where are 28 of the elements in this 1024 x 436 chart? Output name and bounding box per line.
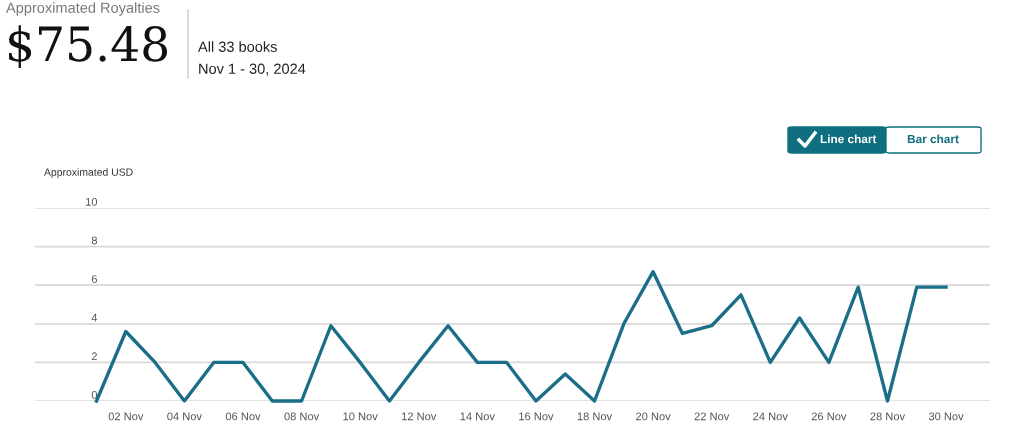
text: $75.48 <box>9 25 168 68</box>
text: Bar chart <box>907 134 959 144</box>
x-tick-label: 26 Nov <box>811 412 847 421</box>
x-tick-label: 10 Nov <box>343 412 378 421</box>
text: Line chart <box>820 134 877 144</box>
chart-title: Approximated Royalties <box>6 2 160 16</box>
x-tick-label: 16 Nov <box>519 412 554 421</box>
x-tick-label: 14 Nov <box>460 412 495 421</box>
x-tick-label: 12 Nov <box>402 412 437 421</box>
y-tick-label: 0 <box>91 390 98 399</box>
y-tick-label: 8 <box>91 236 98 245</box>
x-tick-label: 22 Nov <box>694 412 730 421</box>
y-tick-label: 4 <box>91 313 98 322</box>
y-tick-label: 2 <box>91 352 97 361</box>
y-axis-title: Approximated USD <box>44 168 133 178</box>
x-tick-label: 24 Nov <box>753 412 788 421</box>
x-tick-label: 02 Nov <box>108 412 144 421</box>
text: All 33 books <box>198 41 277 52</box>
x-tick-label: 04 Nov <box>167 412 202 421</box>
y-tick-label: 6 <box>91 275 98 283</box>
x-tick-label: 30 Nov <box>928 412 964 421</box>
x-tick-label: 08 Nov <box>284 412 320 421</box>
x-tick-label: 18 Nov <box>577 412 613 421</box>
x-tick-label: 28 Nov <box>870 412 906 421</box>
x-tick-label: 20 Nov <box>636 412 671 421</box>
text: Nov 1 - 30, 2024 <box>199 63 306 76</box>
x-tick-label: 06 Nov <box>225 412 261 421</box>
y-tick-label: 10 <box>85 197 98 206</box>
